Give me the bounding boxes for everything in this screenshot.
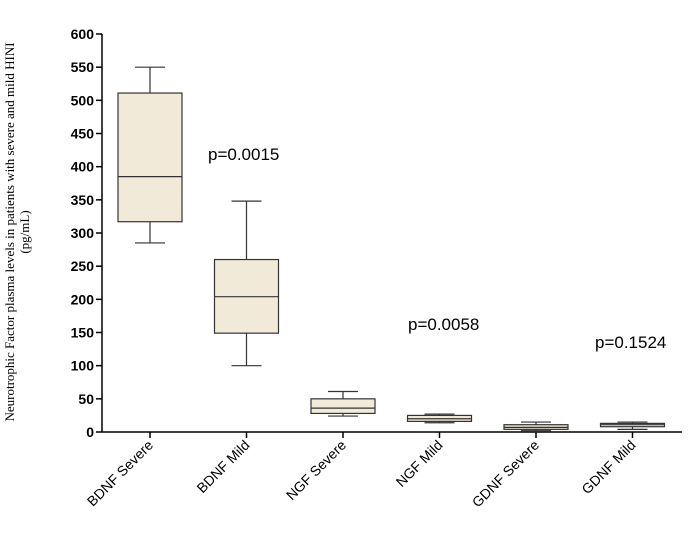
annotation-ngf-p-value: p=0.0058	[408, 315, 479, 334]
y-tick-label: 150	[71, 325, 95, 341]
x-tick-label: NGF Mild	[392, 437, 445, 490]
y-tick-label: 100	[71, 358, 95, 374]
x-tick-label: BDNF Mild	[193, 437, 252, 496]
y-tick-label: 300	[71, 225, 95, 241]
box-iqr	[117, 92, 183, 223]
y-tick-label: 550	[71, 59, 95, 75]
box-iqr	[310, 398, 376, 415]
annotation-gdnf-p-value: p=0.1524	[595, 333, 666, 352]
box-bdnf-mild	[213, 200, 280, 367]
box-bdnf-severe	[117, 66, 183, 244]
y-tick-label: 200	[71, 291, 95, 307]
x-axis: BDNF Severe BDNF Mild NGF Severe NGF Mild GD…	[84, 431, 682, 511]
y-axis-label: Neurotrophic Factor plasma levels in pat…	[2, 42, 17, 421]
annotation-bdnf-p-value: p=0.0015	[208, 145, 279, 164]
x-tick-label: GDNF Severe	[469, 437, 543, 511]
y-axis: 0 50 100 150 200 250 300 350 400 450 500 550 600	[71, 26, 103, 440]
box-gdnf-severe	[503, 421, 569, 432]
y-tick-label: 400	[71, 159, 95, 175]
y-axis-label-unit: (pg/mL)	[17, 210, 32, 253]
y-tick-label: 0	[86, 424, 94, 440]
y-tick-label: 600	[71, 26, 95, 42]
y-tick-label: 50	[78, 391, 94, 407]
y-tick-label: 350	[71, 192, 95, 208]
boxes	[117, 66, 666, 432]
box-ngf-mild	[406, 413, 473, 424]
y-tick-label: 250	[71, 258, 95, 274]
y-tick-label: 450	[71, 126, 95, 142]
x-tick-label: GDNF Mild	[578, 437, 638, 497]
x-tick-label: NGF Severe	[283, 437, 349, 503]
y-tick-label: 500	[71, 92, 95, 108]
box-ngf-severe	[310, 390, 376, 417]
box-gdnf-mild	[599, 421, 666, 430]
x-tick-label: BDNF Severe	[84, 437, 157, 510]
